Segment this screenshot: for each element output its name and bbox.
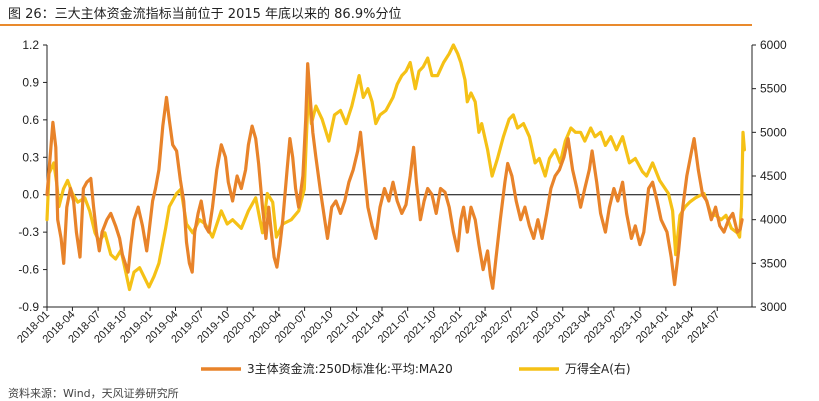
left-tick-label: -0.9	[18, 300, 39, 314]
right-tick-label: 6000	[760, 38, 787, 52]
left-tick-label: -0.6	[18, 263, 39, 277]
right-tick-label: 5500	[760, 82, 787, 96]
left-tick-label: -0.3	[18, 225, 39, 239]
right-tick-label: 4000	[760, 213, 787, 227]
series-line-wind-all-a	[45, 43, 746, 292]
left-tick-label: 0.0	[22, 188, 39, 202]
right-tick-label: 5000	[760, 125, 787, 139]
title-underline	[0, 24, 752, 26]
left-tick-label: 0.3	[22, 150, 39, 164]
figure-title: 图 26：三大主体资金流指标当前位于 2015 年底以来的 86.9%分位	[8, 7, 402, 22]
left-axis: -0.9 -0.6 -0.3 0.0 0.3 0.6 0.9 1.2	[18, 38, 47, 314]
x-axis: 2018-012018-042018-072018-102019-012019-…	[15, 307, 722, 346]
left-tick-label: 0.9	[22, 75, 39, 89]
right-tick-label: 4500	[760, 169, 787, 183]
left-tick-label: 0.6	[22, 113, 39, 127]
right-axis: 3000 3500 4000 4500 5000 5500 6000	[752, 38, 787, 314]
series-line-fund-flow	[45, 62, 744, 290]
legend: 3主体资金流:250D标准化:平均:MA20 万得全A(右)	[201, 361, 631, 376]
legend-label-fund-flow: 3主体资金流:250D标准化:平均:MA20	[247, 361, 453, 376]
series-layer	[45, 43, 746, 292]
right-tick-label: 3000	[760, 300, 787, 314]
legend-label-wind-all-a: 万得全A(右)	[565, 361, 631, 376]
left-tick-label: 1.2	[22, 38, 39, 52]
source-note: 资料来源：Wind，天风证券研究所	[8, 387, 179, 400]
right-tick-label: 3500	[760, 256, 787, 270]
